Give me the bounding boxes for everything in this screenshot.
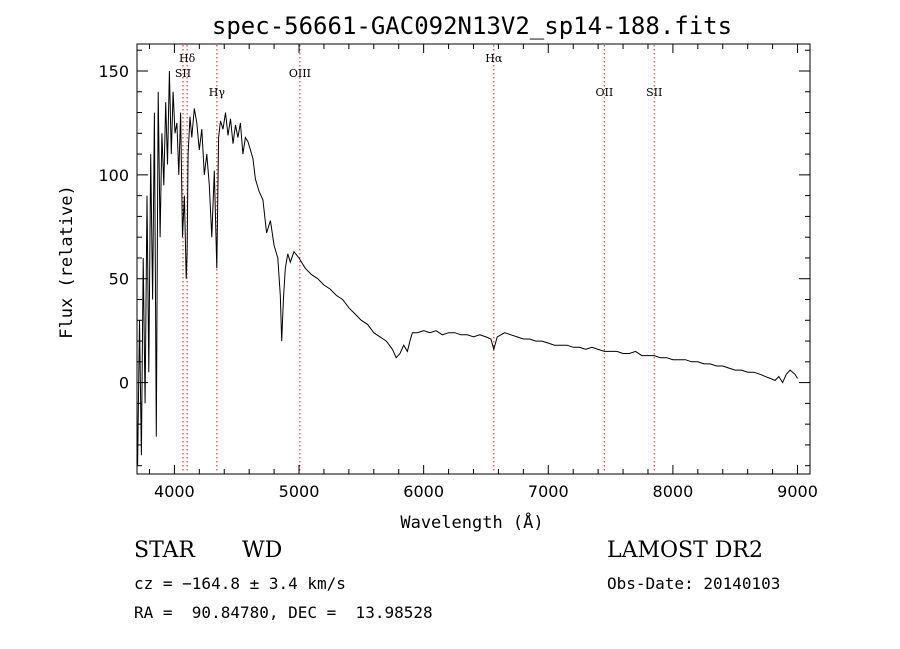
y-tick-label: 150 [98, 62, 129, 81]
y-axis-ticks: 0 50 100 150 [98, 49, 810, 467]
object-type: STAR [134, 538, 195, 563]
line-marker-label: Hα [485, 52, 503, 65]
redshift-value: cz = −164.8 ± 3.4 km/s [134, 574, 346, 593]
emission-line-markers: Hδ SII Hγ OIII Hα OII SII [175, 45, 662, 473]
x-tick-label: 4000 [154, 482, 195, 501]
coordinates: RA = 90.84780, DEC = 13.98528 [134, 603, 433, 622]
y-tick-label: 100 [98, 166, 129, 185]
x-tick-label: 9000 [777, 482, 818, 501]
y-tick-label: 50 [109, 270, 129, 289]
x-axis-ticks: 4000 5000 6000 7000 8000 9000 [148, 44, 818, 501]
line-marker-label: Hγ [209, 86, 226, 99]
survey-name: LAMOST DR2 [607, 538, 763, 563]
x-tick-label: 6000 [403, 482, 444, 501]
x-tick-label: 7000 [528, 482, 569, 501]
x-tick-label: 8000 [653, 482, 694, 501]
line-marker-label: SII [646, 86, 662, 99]
x-tick-label: 5000 [279, 482, 320, 501]
object-subclass: WD [242, 538, 283, 563]
y-axis-label: Flux (relative) [57, 185, 77, 339]
y-tick-label: 0 [119, 374, 129, 393]
line-marker-label: Hδ [179, 52, 196, 65]
chart-title: spec-56661-GAC092N13V2_sp14-188.fits [212, 12, 732, 40]
x-axis-label: Wavelength (Å) [400, 511, 543, 533]
line-marker-label: OIII [289, 67, 311, 80]
plot-frame [136, 43, 811, 475]
spectrum-line [137, 70, 798, 466]
line-marker-label: OII [596, 86, 614, 99]
line-marker-label: SII [175, 67, 191, 80]
obs-date: Obs-Date: 20140103 [607, 574, 781, 593]
